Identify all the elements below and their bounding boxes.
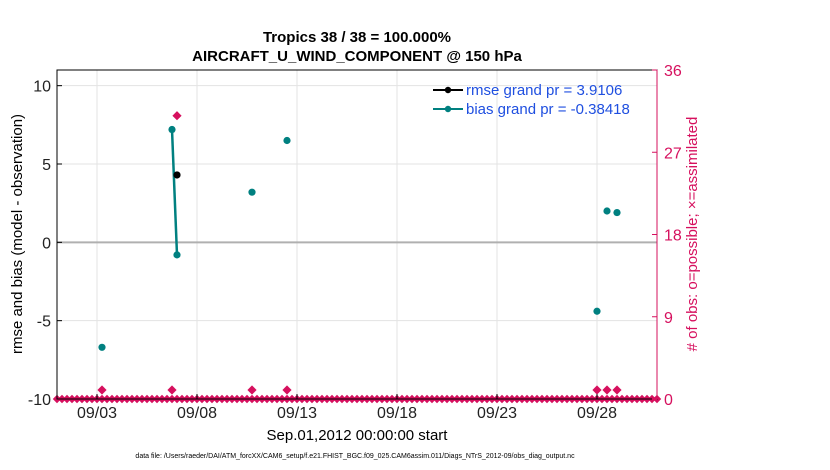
bias-point [283,136,291,145]
chart-title: Tropics 38 / 38 = 100.000% [263,29,451,46]
y-tick-label: -10 [28,392,51,409]
obs-count-marker [167,385,177,395]
x-tick-label: 09/18 [377,405,417,422]
rmse-point [173,171,181,179]
y2-tick-label: 27 [664,145,682,162]
grid [57,70,657,400]
x-tick-label: 09/13 [277,405,317,422]
obs-count-marker [172,111,182,121]
obs-count-marker [592,385,602,395]
obs-count-marker [97,385,107,395]
bias-point [603,207,611,215]
bias-line-segment [170,129,179,255]
y2-axis-label: # of obs: o=possible; ×=assimilated [684,117,701,352]
y2-tick-label: 18 [664,228,682,245]
x-tick-label: 09/08 [177,405,217,422]
footer-data-file: data file: /Users/raeder/DAI/ATM_forcXX/… [135,453,575,460]
legend-bias-marker [444,105,452,113]
bias-point [168,125,176,134]
y-tick-label: 0 [42,235,51,252]
bias-point [98,343,106,351]
series-group [98,125,621,351]
obs-count-marker [612,385,622,395]
x-tick-label: 09/23 [477,405,517,422]
x-tick-label: 09/28 [577,405,617,422]
bias-point [248,188,256,196]
bias-point [613,208,621,217]
y2-tick-label: 9 [664,310,673,327]
x-tick-label: 09/03 [77,405,117,422]
y-axis-label: rmse and bias (model - observation) [9,114,26,354]
legend-rmse-marker [444,86,452,94]
obs-count-markers [52,111,662,404]
y-tick-label: 5 [42,157,51,174]
tick-group: 09/03 09/08 09/13 09/18 09/23 09/28 -10 -5 0 5 10 0… [28,63,682,422]
legend-rmse-label: rmse grand pr = 3.9106 [466,82,622,99]
plot-frame [56,69,658,400]
y2-tick-label: 0 [664,392,673,409]
legend: rmse grand pr = 3.9106 bias grand pr = -… [433,82,630,118]
x-axis-label: Sep.01,2012 00:00:00 start [267,427,449,444]
y-tick-label: -5 [37,314,51,331]
legend-bias-label: bias grand pr = -0.38418 [466,101,630,118]
bias-point [173,251,181,259]
obs-count-marker [602,385,612,395]
chart-subtitle: AIRCRAFT_U_WIND_COMPONENT @ 150 hPa [192,48,522,65]
y2-tick-label: 36 [664,63,682,80]
obs-count-marker [282,385,292,395]
bias-point [593,307,601,315]
obs-count-marker [247,385,257,395]
y-tick-label: 10 [33,79,51,96]
